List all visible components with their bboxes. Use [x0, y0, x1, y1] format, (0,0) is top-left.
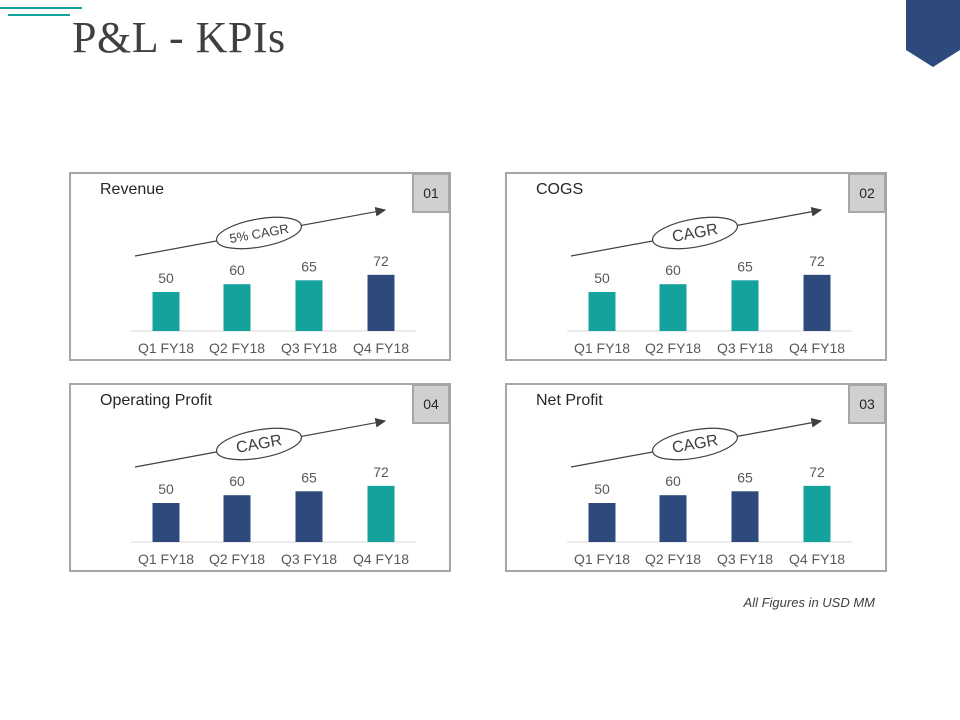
bar-q2-fy18 — [659, 495, 687, 542]
data-label: 65 — [737, 469, 753, 485]
bar-q2-fy18 — [659, 284, 687, 331]
net-profit-bar-chart: 50 Q1 FY18 60 Q2 FY18 65 Q3 FY18 72 Q4 FY18 CAGR — [567, 418, 852, 567]
cagr-annotation: CAGR — [651, 427, 739, 461]
operating-profit-bar-chart: 50 Q1 FY18 60 Q2 FY18 65 Q3 FY18 72 Q4 FY18 CAGR — [131, 418, 416, 567]
bar-q3-fy18 — [731, 280, 759, 331]
bar-q1-fy18 — [152, 292, 180, 331]
accent-line-bottom — [8, 14, 70, 16]
x-tick-label: Q4 FY18 — [353, 340, 409, 356]
data-label: 65 — [301, 469, 317, 485]
data-label: 72 — [809, 464, 825, 480]
x-tick-label: Q4 FY18 — [789, 340, 845, 356]
panel-title: Operating Profit — [100, 392, 213, 409]
panel-number-badge: 01 — [412, 173, 450, 213]
cagr-annotation: CAGR — [651, 216, 739, 250]
data-label: 72 — [373, 464, 389, 480]
page-title: P&L - KPIs — [72, 13, 286, 62]
revenue-bar-chart: 50 Q1 FY18 60 Q2 FY18 65 Q3 FY18 72 Q4 FY18 5% C… — [131, 207, 416, 356]
cagr-annotation: CAGR — [215, 427, 303, 461]
bar-q4-fy18 — [803, 274, 831, 331]
data-label: 72 — [373, 253, 389, 269]
bar-q4-fy18 — [367, 274, 395, 331]
bar-q2-fy18 — [223, 495, 251, 542]
bar-q4-fy18 — [367, 485, 395, 542]
bar-q3-fy18 — [731, 491, 759, 542]
x-tick-label: Q2 FY18 — [209, 340, 265, 356]
cagr-ellipse — [215, 427, 303, 461]
x-tick-label: Q4 FY18 — [789, 551, 845, 567]
panel-title: COGS — [536, 181, 584, 198]
panel-number-badge: 02 — [848, 173, 886, 213]
panel-title: Net Profit — [536, 392, 603, 409]
data-label: 50 — [158, 481, 174, 497]
data-label: 60 — [665, 262, 681, 278]
units-footnote: All Figures in USD MM — [743, 595, 875, 610]
x-tick-label: Q1 FY18 — [574, 340, 630, 356]
x-tick-label: Q3 FY18 — [717, 551, 773, 567]
x-tick-label: Q2 FY18 — [645, 551, 701, 567]
kpi-panel-net-profit: Net Profit 03 50 Q1 FY18 60 Q2 FY18 65 Q3 FY1… — [505, 383, 887, 572]
accent-line-top — [0, 7, 82, 9]
panel-number-badge: 04 — [412, 384, 450, 424]
data-label: 60 — [229, 473, 245, 489]
bar-q2-fy18 — [223, 284, 251, 331]
data-label: 60 — [665, 473, 681, 489]
x-tick-label: Q1 FY18 — [138, 551, 194, 567]
cogs-bar-chart: 50 Q1 FY18 60 Q2 FY18 65 Q3 FY18 72 Q4 FY18 CAGR — [567, 207, 852, 356]
cagr-annotation: 5% CAGR — [215, 216, 303, 250]
bar-q3-fy18 — [295, 491, 323, 542]
kpi-panel-cogs: COGS 02 50 Q1 FY18 60 Q2 FY18 65 Q3 FY18 72 Q4 … — [505, 172, 887, 361]
x-tick-label: Q3 FY18 — [281, 340, 337, 356]
data-label: 65 — [301, 258, 317, 274]
data-label: 50 — [594, 270, 610, 286]
data-label: 50 — [594, 481, 610, 497]
data-label: 60 — [229, 262, 245, 278]
kpi-panel-operating-profit: Operating Profit 04 50 Q1 FY18 60 Q2 FY18 65… — [69, 383, 451, 572]
data-label: 65 — [737, 258, 753, 274]
panel-number-badge: 03 — [848, 384, 886, 424]
bar-q1-fy18 — [588, 292, 616, 331]
data-label: 72 — [809, 253, 825, 269]
x-tick-label: Q2 FY18 — [209, 551, 265, 567]
bar-q3-fy18 — [295, 280, 323, 331]
x-tick-label: Q3 FY18 — [281, 551, 337, 567]
x-tick-label: Q4 FY18 — [353, 551, 409, 567]
bar-q4-fy18 — [803, 485, 831, 542]
x-tick-label: Q1 FY18 — [138, 340, 194, 356]
bookmark-ribbon — [906, 0, 960, 67]
bar-q1-fy18 — [588, 503, 616, 542]
kpi-panel-revenue: Revenue 01 50 Q1 FY18 60 Q2 FY18 65 Q3 FY18 72… — [69, 172, 451, 361]
x-tick-label: Q3 FY18 — [717, 340, 773, 356]
bar-q1-fy18 — [152, 503, 180, 542]
panel-title: Revenue — [100, 181, 165, 198]
x-tick-label: Q2 FY18 — [645, 340, 701, 356]
x-tick-label: Q1 FY18 — [574, 551, 630, 567]
data-label: 50 — [158, 270, 174, 286]
cagr-ellipse — [651, 427, 739, 461]
